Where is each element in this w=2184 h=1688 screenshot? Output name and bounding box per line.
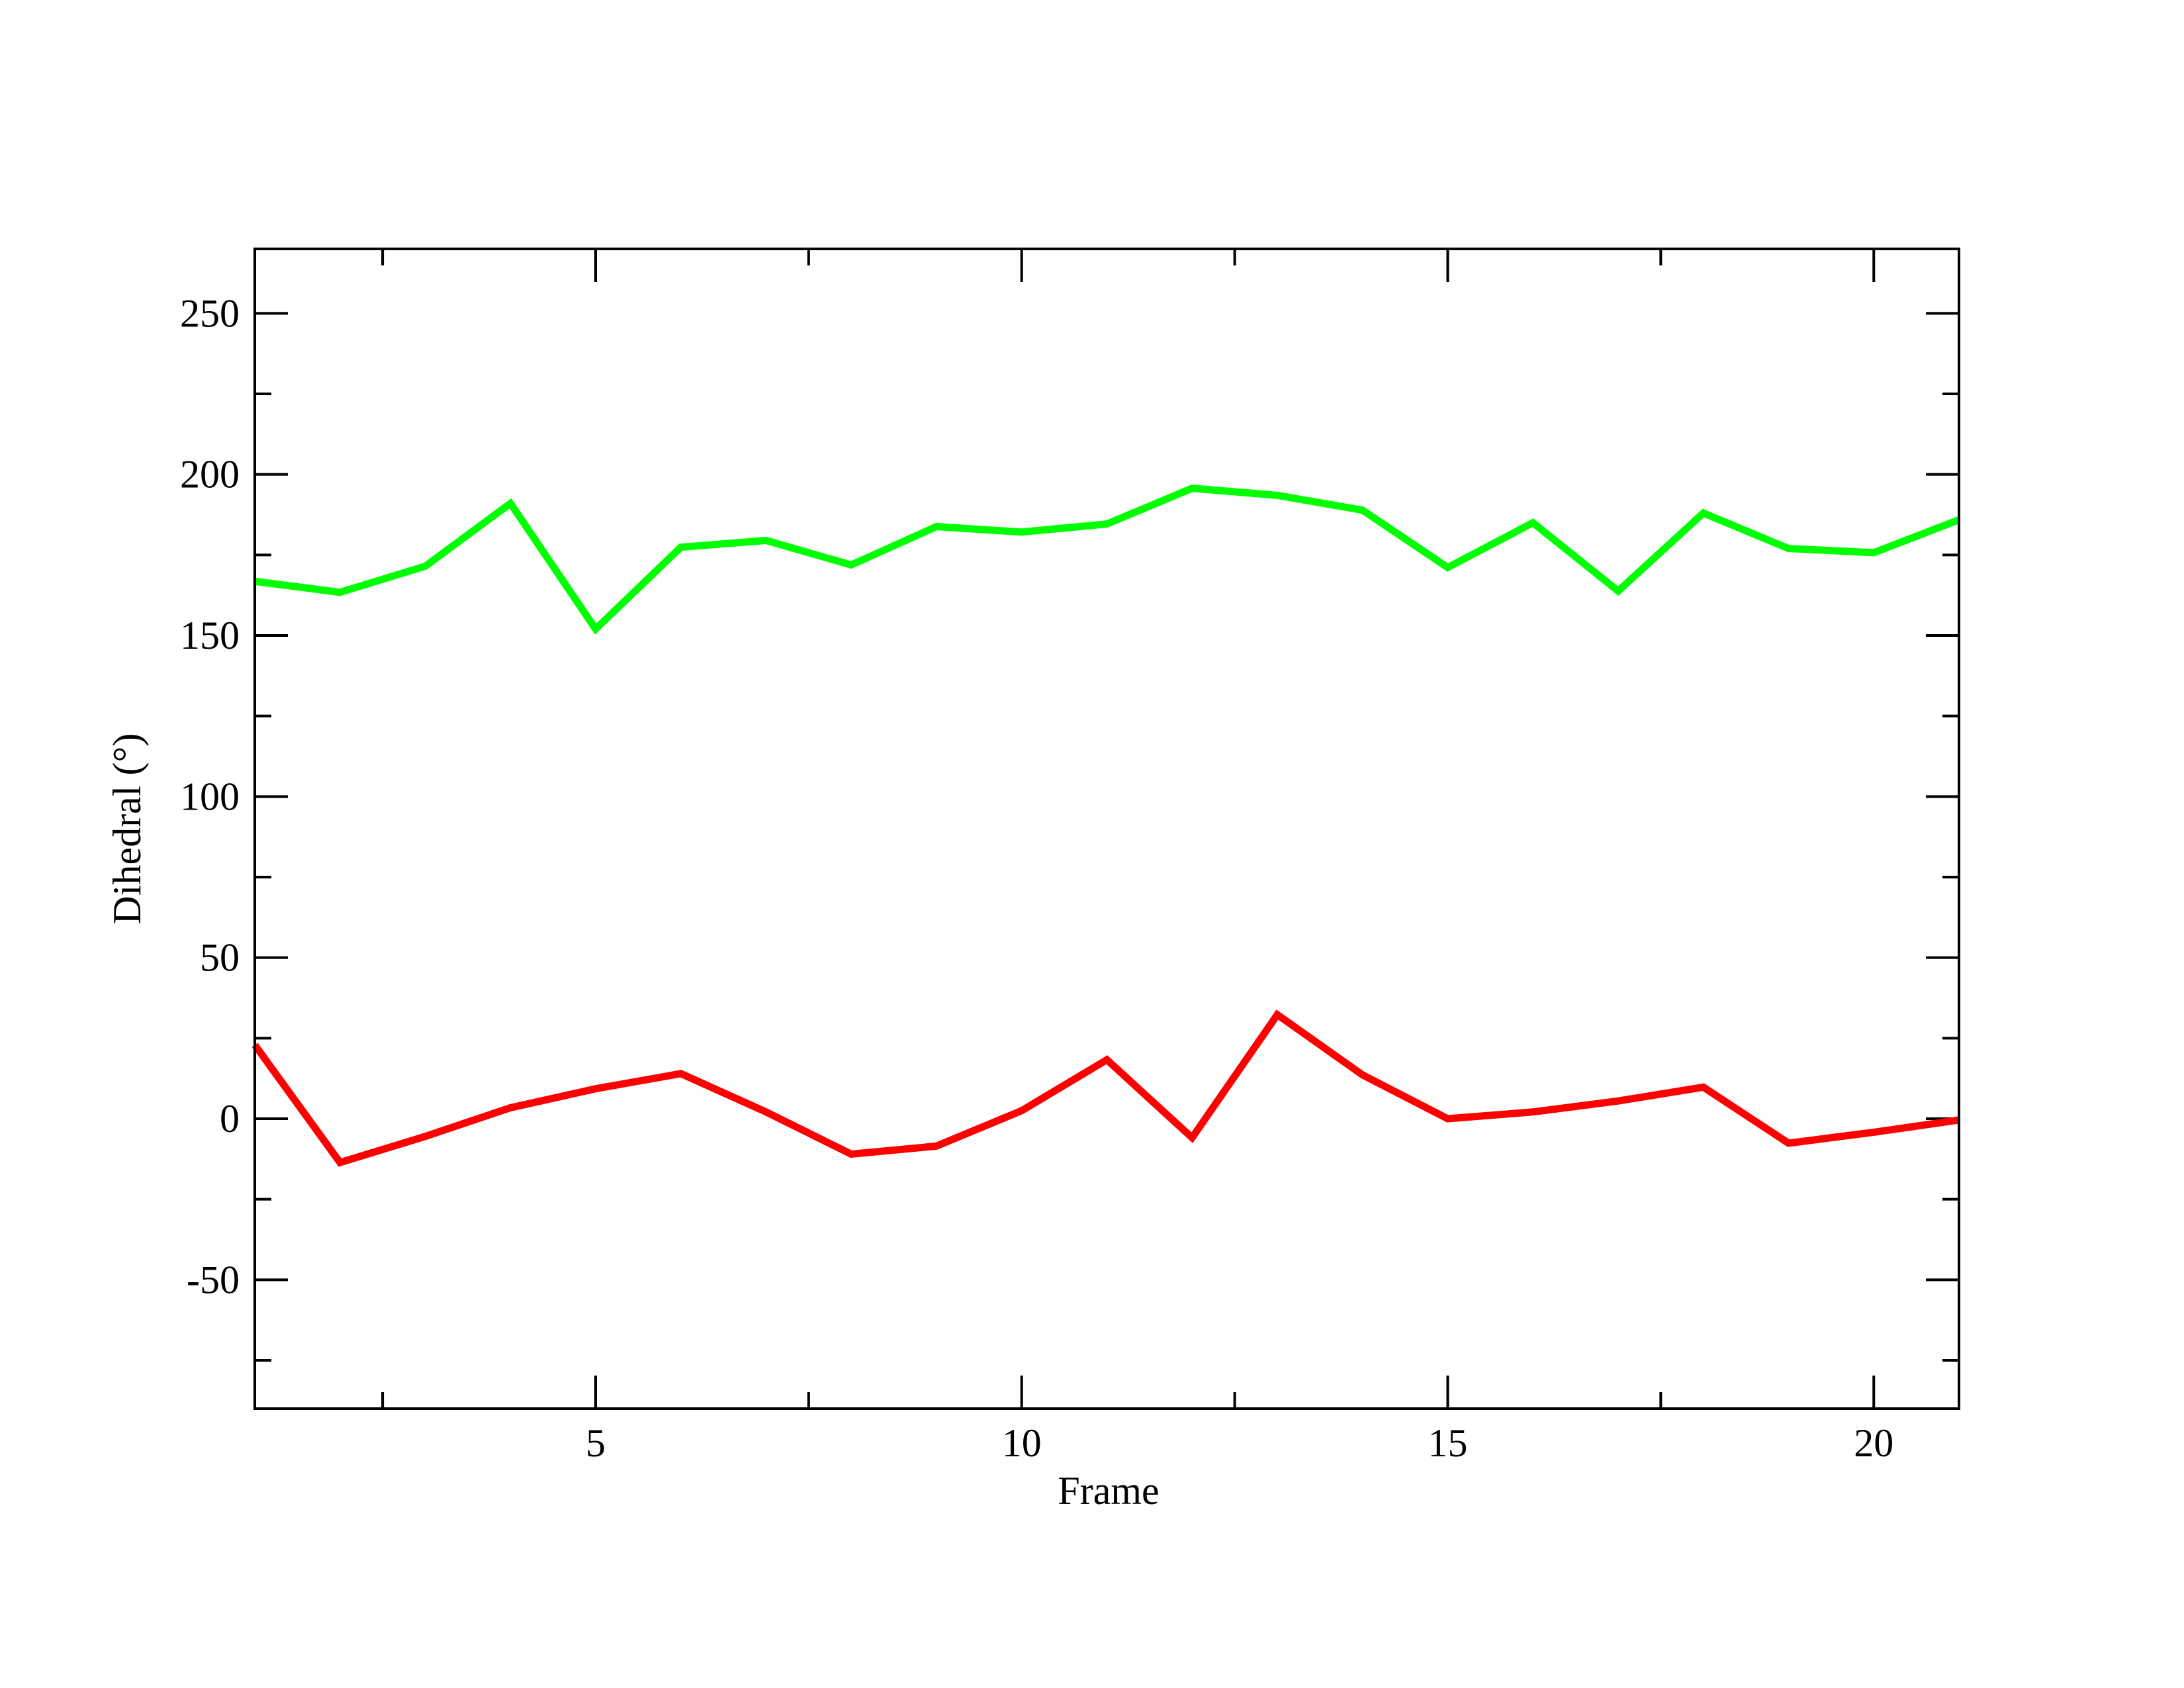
y-tick-label: -50 <box>187 1258 240 1301</box>
x-axis-title: Frame <box>1058 1469 1159 1513</box>
y-tick-label: 200 <box>180 453 240 496</box>
x-tick-label: 10 <box>1002 1421 1042 1465</box>
y-axis-title: Dihedral (°) <box>105 733 149 925</box>
x-tick-label: 20 <box>1854 1421 1893 1465</box>
y-tick-label: 150 <box>180 614 240 657</box>
y-tick-label: 50 <box>200 936 240 980</box>
x-tick-label: 15 <box>1428 1421 1468 1465</box>
y-tick-label: 0 <box>220 1097 240 1141</box>
y-tick-label: 100 <box>180 774 240 818</box>
data-line <box>254 485 1960 635</box>
data-line <box>251 1009 1960 1167</box>
y-tick-label: 250 <box>180 291 240 335</box>
x-tick-label: 5 <box>586 1421 606 1465</box>
plot-frame <box>253 248 1960 1410</box>
